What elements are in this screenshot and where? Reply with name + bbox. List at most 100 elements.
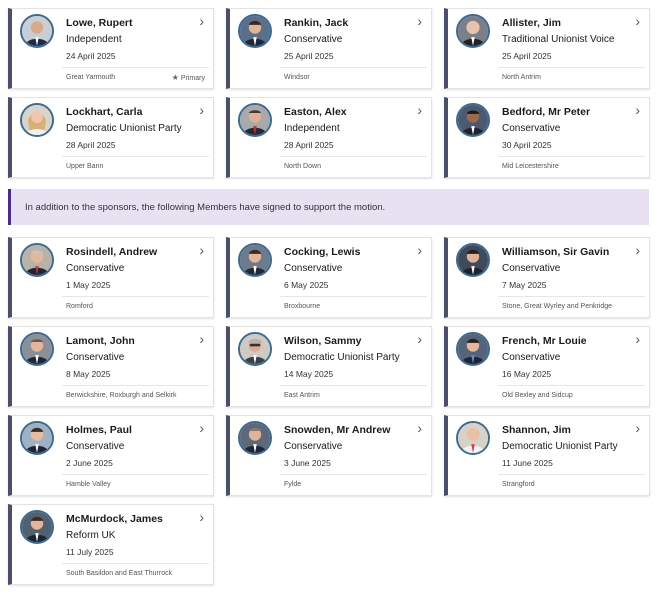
chevron-right-icon[interactable]: › — [417, 242, 422, 258]
member-name[interactable]: Cocking, Lewis — [284, 246, 361, 258]
member-party: Independent — [284, 123, 340, 134]
member-name[interactable]: Wilson, Sammy — [284, 335, 362, 347]
member-name[interactable]: Lowe, Rupert — [66, 17, 133, 29]
member-date: 30 April 2025 — [502, 140, 552, 150]
member-portrait — [456, 421, 490, 455]
member-date: 14 May 2025 — [284, 369, 334, 379]
member-card[interactable]: Bedford, Mr Peter Conservative 30 April … — [444, 97, 650, 178]
chevron-right-icon[interactable]: › — [417, 420, 422, 436]
chevron-right-icon[interactable]: › — [635, 331, 640, 347]
member-name[interactable]: Holmes, Paul — [66, 424, 132, 436]
member-card[interactable]: Lowe, Rupert Independent 24 April 2025 ›… — [8, 8, 214, 89]
member-card[interactable]: Easton, Alex Independent 28 April 2025 ›… — [226, 97, 432, 178]
member-party: Democratic Unionist Party — [284, 352, 400, 363]
member-card[interactable]: Lockhart, Carla Democratic Unionist Part… — [8, 97, 214, 178]
member-date: 25 April 2025 — [284, 51, 334, 61]
card-footer: Stone, Great Wyrley and Penkridge — [498, 296, 645, 317]
chevron-right-icon[interactable]: › — [635, 420, 640, 436]
member-card[interactable]: Allister, Jim Traditional Unionist Voice… — [444, 8, 650, 89]
member-name[interactable]: Rosindell, Andrew — [66, 246, 158, 258]
member-date: 2 June 2025 — [66, 458, 113, 468]
member-date: 24 April 2025 — [66, 51, 116, 61]
member-constituency: Windsor — [284, 74, 310, 81]
card-footer: Broxbourne — [280, 296, 427, 317]
chevron-right-icon[interactable]: › — [635, 102, 640, 118]
member-constituency: Stone, Great Wyrley and Penkridge — [502, 303, 613, 310]
card-footer: Great Yarmouth ★ Primary — [62, 67, 209, 88]
member-portrait — [238, 14, 272, 48]
member-constituency: Hamble Valley — [66, 481, 111, 488]
member-party: Conservative — [66, 352, 125, 363]
chevron-right-icon[interactable]: › — [199, 331, 204, 347]
chevron-right-icon[interactable]: › — [199, 242, 204, 258]
member-card[interactable]: McMurdock, James Reform UK 11 July 2025 … — [8, 504, 214, 585]
chevron-right-icon[interactable]: › — [635, 13, 640, 29]
member-name[interactable]: Easton, Alex — [284, 106, 347, 118]
card-footer: Fylde — [280, 474, 427, 495]
card-footer: East Antrim — [280, 385, 427, 406]
supporters-notice: In addition to the sponsors, the followi… — [8, 189, 649, 225]
member-name[interactable]: Lockhart, Carla — [66, 106, 143, 118]
member-constituency: Mid Leicestershire — [502, 163, 559, 170]
member-name[interactable]: Shannon, Jim — [502, 424, 571, 436]
member-card[interactable]: French, Mr Louie Conservative 16 May 202… — [444, 326, 650, 407]
member-date: 3 June 2025 — [284, 458, 331, 468]
member-name[interactable]: Bedford, Mr Peter — [502, 106, 591, 118]
member-party: Reform UK — [66, 530, 116, 541]
member-card[interactable]: Shannon, Jim Democratic Unionist Party 1… — [444, 415, 650, 496]
chevron-right-icon[interactable]: › — [199, 509, 204, 525]
member-constituency: Old Bexley and Sidcup — [502, 392, 573, 399]
member-portrait — [20, 243, 54, 277]
card-footer: Romford — [62, 296, 209, 317]
member-party: Conservative — [284, 441, 343, 452]
chevron-right-icon[interactable]: › — [199, 102, 204, 118]
member-portrait — [456, 14, 490, 48]
member-name[interactable]: Rankin, Jack — [284, 17, 349, 29]
primary-badge: ★ Primary — [172, 73, 205, 82]
card-footer: North Antrim — [498, 67, 645, 88]
member-name[interactable]: French, Mr Louie — [502, 335, 587, 347]
member-name[interactable]: Williamson, Sir Gavin — [502, 246, 610, 258]
chevron-right-icon[interactable]: › — [199, 420, 204, 436]
card-footer: Strangford — [498, 474, 645, 495]
member-party: Democratic Unionist Party — [502, 441, 618, 452]
member-portrait — [20, 510, 54, 544]
chevron-right-icon[interactable]: › — [635, 242, 640, 258]
member-portrait — [238, 243, 272, 277]
member-date: 28 April 2025 — [66, 140, 116, 150]
member-card[interactable]: Holmes, Paul Conservative 2 June 2025 › … — [8, 415, 214, 496]
card-footer: Hamble Valley — [62, 474, 209, 495]
member-card[interactable]: Rosindell, Andrew Conservative 1 May 202… — [8, 237, 214, 318]
member-name[interactable]: Lamont, John — [66, 335, 135, 347]
member-portrait — [456, 332, 490, 366]
card-footer: South Basildon and East Thurrock — [62, 563, 209, 584]
member-party: Conservative — [66, 441, 125, 452]
chevron-right-icon[interactable]: › — [417, 13, 422, 29]
member-card[interactable]: Cocking, Lewis Conservative 6 May 2025 ›… — [226, 237, 432, 318]
chevron-right-icon[interactable]: › — [417, 102, 422, 118]
member-portrait — [20, 421, 54, 455]
member-date: 16 May 2025 — [502, 369, 552, 379]
member-card[interactable]: Snowden, Mr Andrew Conservative 3 June 2… — [226, 415, 432, 496]
supporters-notice-text: In addition to the sponsors, the followi… — [25, 202, 386, 213]
card-footer: Upper Bann — [62, 156, 209, 177]
chevron-right-icon[interactable]: › — [199, 13, 204, 29]
member-constituency: Upper Bann — [66, 163, 104, 170]
member-portrait — [456, 103, 490, 137]
member-name[interactable]: McMurdock, James — [66, 513, 163, 525]
member-party: Independent — [66, 34, 122, 45]
member-name[interactable]: Allister, Jim — [502, 17, 561, 29]
member-card[interactable]: Lamont, John Conservative 8 May 2025 › B… — [8, 326, 214, 407]
member-portrait — [238, 332, 272, 366]
member-card[interactable]: Wilson, Sammy Democratic Unionist Party … — [226, 326, 432, 407]
card-footer: Berwickshire, Roxburgh and Selkirk — [62, 385, 209, 406]
member-party: Democratic Unionist Party — [66, 123, 182, 134]
member-card[interactable]: Williamson, Sir Gavin Conservative 7 May… — [444, 237, 650, 318]
member-constituency: East Antrim — [284, 392, 320, 399]
member-card[interactable]: Rankin, Jack Conservative 25 April 2025 … — [226, 8, 432, 89]
member-party: Traditional Unionist Voice — [502, 34, 615, 45]
member-name[interactable]: Snowden, Mr Andrew — [284, 424, 391, 436]
chevron-right-icon[interactable]: › — [417, 331, 422, 347]
member-constituency: Broxbourne — [284, 303, 321, 310]
star-icon: ★ — [171, 73, 179, 82]
